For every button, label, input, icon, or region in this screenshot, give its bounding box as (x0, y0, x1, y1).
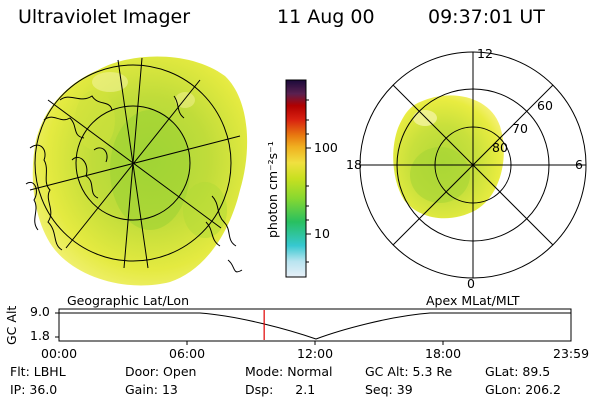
color-bar (285, 79, 311, 278)
geographic-map (25, 56, 248, 286)
info-glon: GLon: 206.2 (485, 382, 561, 397)
emission-bright-spot (413, 110, 437, 126)
info-filter: Flt: LBHL (10, 364, 66, 379)
info-glon-label: GLon: (485, 382, 522, 397)
geo-grid (29, 57, 241, 269)
mlt-label-0: 0 (467, 276, 475, 291)
info-gain-value: 13 (161, 382, 178, 397)
timeline-y-tick-9: 9.0 (30, 304, 50, 319)
mlt-label-6: 6 (575, 157, 583, 172)
mlat-label-70: 70 (512, 121, 528, 136)
coastlines (25, 95, 243, 273)
info-gain: Gain: 13 (125, 382, 178, 397)
info-dsp: Dsp: 2.1 (245, 382, 315, 397)
apex-grid (359, 51, 587, 279)
info-gain-label: Gain: (125, 382, 158, 397)
info-dsp-label: Dsp: (245, 382, 274, 397)
info-mode-label: Mode: (245, 364, 284, 379)
info-ip: IP: 36.0 (10, 382, 57, 397)
timeline-y-label: GC Alt (4, 305, 19, 345)
apex-caption: Apex MLat/MLT (426, 293, 520, 308)
info-gc-alt-value: 5.3 Re (412, 364, 453, 379)
colorbar-tick-10: 10 (314, 226, 330, 241)
info-mode: Mode: Normal (245, 364, 333, 379)
timeline-x-tick-0600: 06:00 (169, 346, 206, 361)
info-dsp-value: 2.1 (295, 382, 316, 397)
timeline-x-tick-1800: 18:00 (425, 346, 462, 361)
altitude-curve (59, 312, 571, 340)
info-door: Door: Open (125, 364, 196, 379)
info-seq-label: Seq: (365, 382, 393, 397)
info-glat-label: GLat: (485, 364, 519, 379)
info-door-label: Door: (125, 364, 160, 379)
info-glat: GLat: 89.5 (485, 364, 550, 379)
info-mode-value: Normal (287, 364, 333, 379)
timeline-y-tick-1-8: 1.8 (30, 328, 50, 343)
info-ip-label: IP: (10, 382, 26, 397)
info-door-value: Open (163, 364, 197, 379)
timeline-x-tick-1200: 12:00 (297, 346, 334, 361)
apex-map (359, 51, 587, 279)
geographic-caption: Geographic Lat/Lon (67, 293, 189, 308)
info-seq: Seq: 39 (365, 382, 413, 397)
colorbar-unit-label: photon cm⁻²s⁻¹ (265, 141, 280, 238)
colorbar-tick-100: 100 (314, 140, 338, 155)
time-label: 09:37:01 UT (428, 6, 545, 28)
mlat-label-80: 80 (492, 140, 508, 155)
emission-core (410, 147, 470, 203)
info-ip-value: 36.0 (29, 382, 58, 397)
date-label: 11 Aug 00 (277, 6, 375, 28)
info-seq-value: 39 (396, 382, 413, 397)
mlt-label-12: 12 (477, 46, 493, 61)
info-filter-value: LBHL (33, 364, 66, 379)
info-glon-value: 206.2 (525, 382, 561, 397)
info-gc-alt-label: GC Alt: (365, 364, 409, 379)
altitude-timeline (55, 308, 572, 345)
info-glat-value: 89.5 (522, 364, 551, 379)
timeline-x-tick-0000: 00:00 (41, 346, 78, 361)
instrument-title: Ultraviolet Imager (18, 6, 191, 28)
timeline-x-tick-2359: 23:59 (553, 346, 590, 361)
info-gc-alt: GC Alt: 5.3 Re (365, 364, 452, 379)
mlt-label-18: 18 (346, 157, 362, 172)
info-filter-label: Flt: (10, 364, 30, 379)
mlat-label-60: 60 (537, 98, 553, 113)
